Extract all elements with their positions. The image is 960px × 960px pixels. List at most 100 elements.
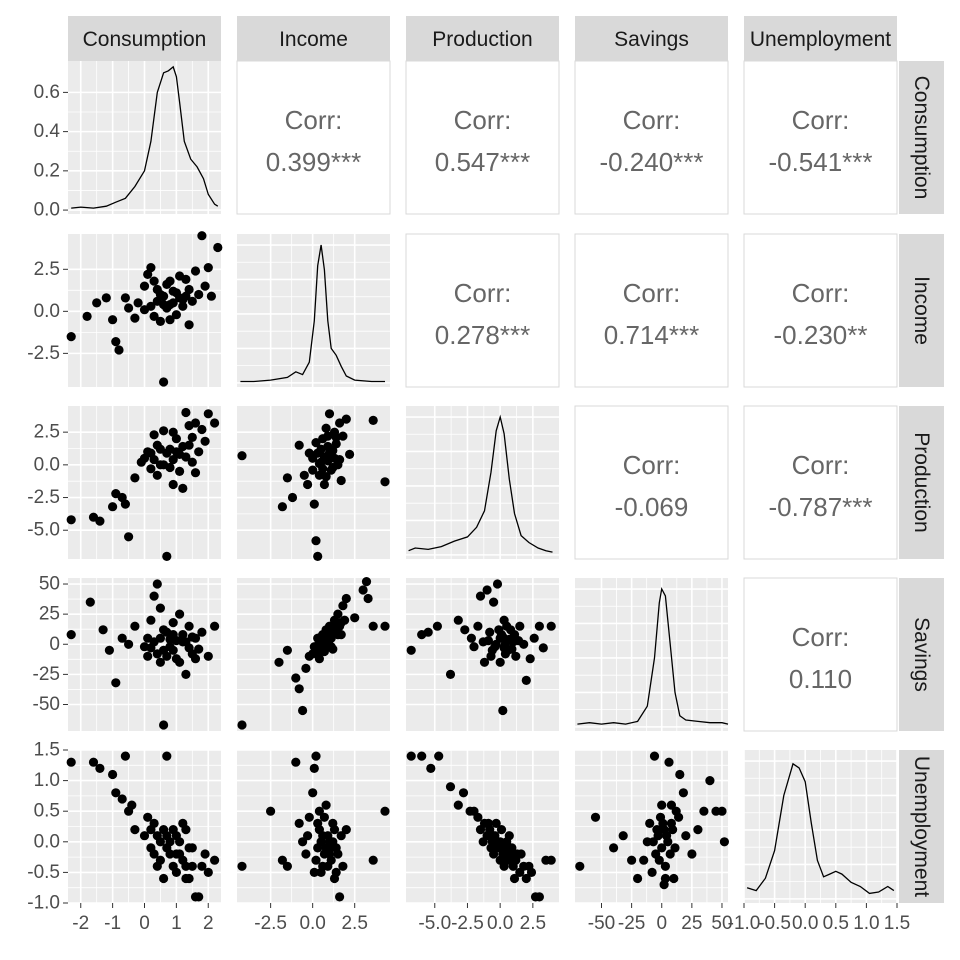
panel-background xyxy=(406,406,559,559)
scatter-point xyxy=(509,873,520,884)
panel-background xyxy=(406,578,559,731)
scatter-point xyxy=(168,861,178,871)
scatter-point xyxy=(319,812,329,822)
scatter-point xyxy=(171,447,181,457)
scatter-point xyxy=(336,618,346,628)
scatter-point xyxy=(298,705,308,716)
scatter-point xyxy=(178,630,188,640)
scatter-point xyxy=(406,751,416,761)
scatter-point xyxy=(98,625,108,635)
scatter-point xyxy=(175,466,185,476)
scatter-point xyxy=(498,705,508,716)
scatter-point xyxy=(111,678,121,688)
scatter-point xyxy=(146,615,156,625)
scatter-point xyxy=(687,849,697,859)
corr-panel xyxy=(743,577,898,732)
x-tick-label: -1.0 xyxy=(728,913,761,934)
scatter-point xyxy=(321,423,331,433)
scatter-point xyxy=(504,831,514,841)
y-tick-label: 1.0 xyxy=(34,770,60,791)
scatter-point xyxy=(171,310,181,320)
corr-panel xyxy=(236,60,391,215)
scatter-point xyxy=(146,825,156,835)
strip-row-label-unemployment: Unemployment xyxy=(910,756,933,897)
scatter-point xyxy=(618,831,628,841)
scatter-point xyxy=(675,769,685,780)
scatter-point xyxy=(181,407,191,418)
scatter-point xyxy=(187,296,197,306)
y-tick-label: 0.5 xyxy=(34,801,60,822)
scatter-point xyxy=(648,837,658,847)
scatter-point xyxy=(321,800,331,810)
scatter-point xyxy=(329,825,340,835)
corr-panel xyxy=(743,405,898,560)
scatter-point xyxy=(647,867,657,878)
scatter-point xyxy=(146,263,156,273)
scatter-point xyxy=(162,551,172,562)
scatter-point xyxy=(609,843,619,853)
scatter-point xyxy=(197,231,207,241)
scatter-point xyxy=(314,458,324,469)
scatter-point xyxy=(266,806,276,816)
scatter-point xyxy=(490,831,500,841)
scatter-point xyxy=(159,625,169,635)
scatter-point xyxy=(313,448,323,458)
scatter-point xyxy=(181,861,191,871)
x-tick-label: 0 xyxy=(656,913,667,934)
scatter-point xyxy=(445,669,456,680)
scatter-point xyxy=(175,293,185,303)
scatter-point xyxy=(328,837,338,847)
strip-right-unemployment xyxy=(899,750,944,903)
scatter-point xyxy=(139,281,150,291)
x-tick-label: -2.5 xyxy=(451,913,484,934)
scatter-point xyxy=(380,621,390,631)
scatter-point xyxy=(717,806,727,816)
scatter-point xyxy=(321,843,331,853)
x-tick-label: -0.5 xyxy=(758,913,791,934)
y-tick-label: 1.5 xyxy=(34,740,60,761)
y-tick-label: -1.0 xyxy=(27,893,60,914)
scatter-point xyxy=(117,794,127,804)
scatter-point xyxy=(155,603,165,613)
scatter-point xyxy=(165,276,175,286)
panel-grid xyxy=(237,234,390,387)
scatter-point xyxy=(175,657,185,667)
x-tick-label: 0.5 xyxy=(823,913,849,934)
scatter-point xyxy=(324,409,335,419)
scatter-point xyxy=(515,621,525,631)
scatter-point xyxy=(693,825,703,835)
scatter-point xyxy=(187,632,197,642)
corr-value: -0.541*** xyxy=(768,147,872,177)
scatter-point xyxy=(213,242,223,253)
scatter-point xyxy=(406,645,416,655)
scatter-point xyxy=(66,630,76,640)
scatter-point xyxy=(162,751,172,761)
x-tick-label: 50 xyxy=(711,913,732,934)
x-tick-label: 2 xyxy=(203,913,214,934)
scatter-point xyxy=(525,654,535,664)
scatter-point xyxy=(159,720,169,730)
strip-right-consumption xyxy=(899,61,944,214)
scatter-point xyxy=(308,465,318,475)
scatter-point xyxy=(495,855,505,865)
panel-grid xyxy=(743,750,898,903)
scatter-point xyxy=(341,825,351,835)
scatter-point xyxy=(331,432,341,442)
corr-value: -0.230** xyxy=(774,320,868,350)
scatter-point xyxy=(108,769,118,780)
y-tick-label: -25 xyxy=(33,664,60,685)
scatter-point xyxy=(323,431,333,441)
x-tick-label: -5.0 xyxy=(418,913,451,934)
scatter-point xyxy=(311,536,321,546)
corr-label: Corr: xyxy=(623,105,681,135)
scatter-point xyxy=(318,642,328,652)
scatter-point xyxy=(494,625,504,635)
scatter-point xyxy=(313,551,323,562)
scatter-point xyxy=(314,806,324,816)
scatter-point xyxy=(486,651,496,661)
density-line-production xyxy=(408,414,553,553)
scatter-point xyxy=(210,855,220,865)
scatter-point xyxy=(666,800,677,810)
scatter-point xyxy=(303,831,313,841)
scatter-point xyxy=(139,831,150,841)
